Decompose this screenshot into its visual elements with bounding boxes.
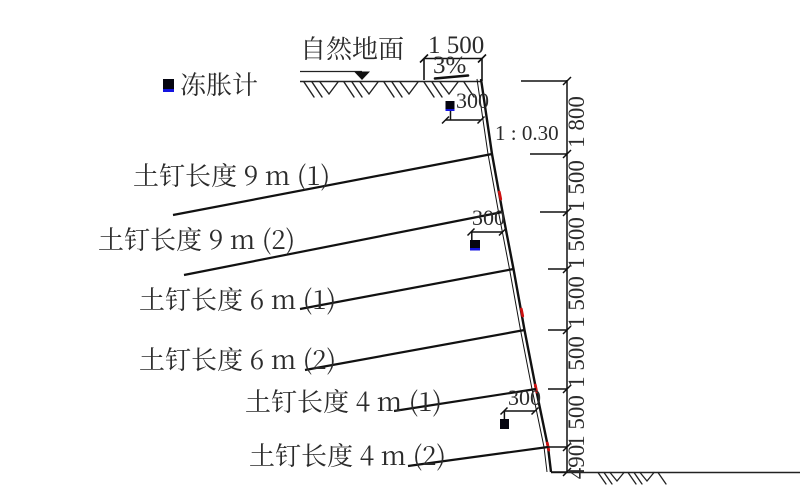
svg-text:1 500: 1 500 [564,217,589,269]
svg-text:土钉长度 9 m (2): 土钉长度 9 m (2) [98,220,295,257]
svg-text:土钉长度 4 m (2): 土钉长度 4 m (2) [249,436,446,473]
svg-text:300: 300 [472,205,505,230]
svg-text:1 : 0.30: 1 : 0.30 [495,121,559,145]
svg-text:土钉长度 6 m (1): 土钉长度 6 m (1) [139,280,336,317]
svg-text:1 500: 1 500 [564,160,589,212]
svg-text:300: 300 [456,88,489,113]
svg-text:自然地面: 自然地面 [300,29,404,66]
svg-text:冻胀计: 冻胀计 [180,65,258,102]
svg-text:1 500: 1 500 [564,276,589,328]
svg-text:土钉长度 9 m (1): 土钉长度 9 m (1) [133,156,330,193]
svg-text:土钉长度 4 m (1): 土钉长度 4 m (1) [245,382,442,419]
svg-text:300: 300 [508,385,541,410]
svg-text:1 500: 1 500 [564,395,589,447]
svg-text:490: 490 [564,445,589,480]
svg-text:1 800: 1 800 [564,96,589,148]
svg-text:土钉长度 6 m (2): 土钉长度 6 m (2) [139,340,336,377]
svg-text:1 500: 1 500 [564,336,589,388]
